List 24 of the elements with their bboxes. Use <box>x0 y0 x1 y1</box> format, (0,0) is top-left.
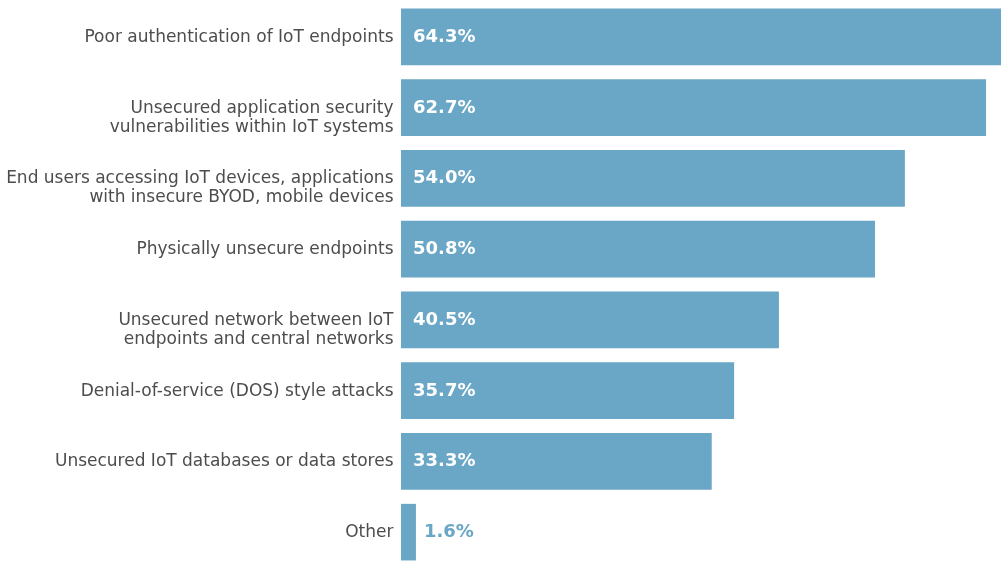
y-tick-label: End users accessing IoT devices, applications with insecure BYOD, mobile devices <box>6 167 394 207</box>
bar <box>401 362 735 419</box>
data-label: 40.5% <box>413 307 476 329</box>
bar <box>401 220 876 278</box>
data-label: 35.7% <box>413 378 476 400</box>
bar <box>401 503 416 561</box>
y-tick-label: Poor authentication of IoT endpoints <box>84 25 394 46</box>
data-label: 50.8% <box>413 237 476 259</box>
data-label: 64.3% <box>413 24 476 46</box>
y-tick-label: Unsecured application security vulnerabilities within IoT systems <box>109 96 394 136</box>
bar <box>401 8 1001 66</box>
y-tick-label: Other <box>345 521 394 542</box>
y-tick-label: Denial-of-service (DOS) style attacks <box>80 379 394 400</box>
data-label: 62.7% <box>413 95 476 117</box>
data-label: 1.6% <box>423 520 474 542</box>
bar <box>401 433 712 490</box>
bar <box>401 150 905 207</box>
data-label: 33.3% <box>413 449 476 471</box>
y-tick-label: Unsecured IoT databases or data stores <box>54 450 394 471</box>
bar <box>401 79 987 136</box>
y-tick-label: Physically unsecure endpoints <box>136 238 394 259</box>
bar <box>401 291 779 349</box>
y-tick-label: Unsecured network between IoT endpoints and central networks <box>118 308 395 348</box>
data-label: 54.0% <box>413 166 476 188</box>
